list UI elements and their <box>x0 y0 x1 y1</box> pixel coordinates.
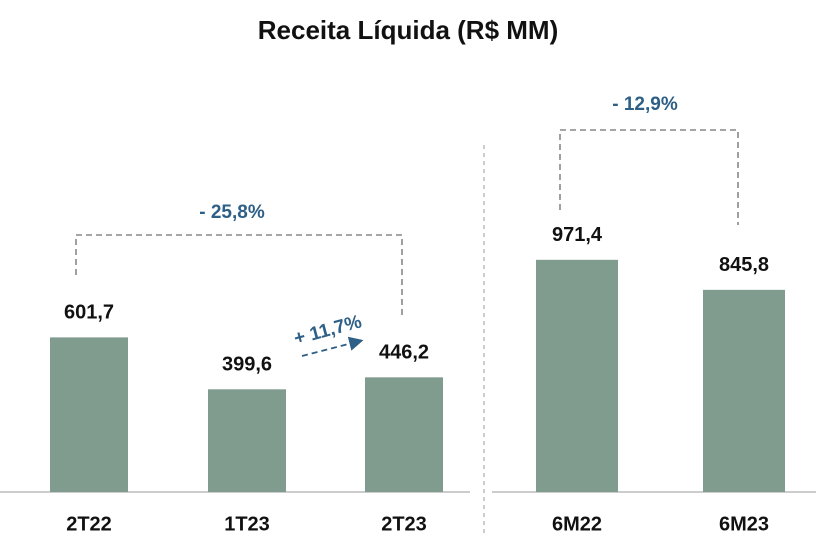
bracket <box>559 129 739 225</box>
bar <box>703 289 785 492</box>
x-tick-label: 6M23 <box>719 513 769 535</box>
annotation: + 11,7% <box>292 311 364 349</box>
annotation: - 12,9% <box>612 94 678 115</box>
bar <box>365 377 443 492</box>
bar <box>208 389 286 492</box>
bracket <box>75 234 403 315</box>
value-label: 446,2 <box>379 342 429 364</box>
value-label: 601,7 <box>64 302 114 324</box>
value-label: 971,4 <box>552 224 603 246</box>
chart-title: Receita Líquida (R$ MM) <box>258 15 558 45</box>
x-tick-label: 2T23 <box>381 513 427 535</box>
x-tick-label: 2T22 <box>66 513 112 535</box>
bar <box>50 337 128 492</box>
bar <box>536 259 618 492</box>
x-tick-label: 6M22 <box>552 513 602 535</box>
annotation: - 25,8% <box>199 202 265 223</box>
value-label: 845,8 <box>719 254 769 276</box>
x-tick-label: 1T23 <box>224 513 270 535</box>
value-label: 399,6 <box>222 354 272 376</box>
